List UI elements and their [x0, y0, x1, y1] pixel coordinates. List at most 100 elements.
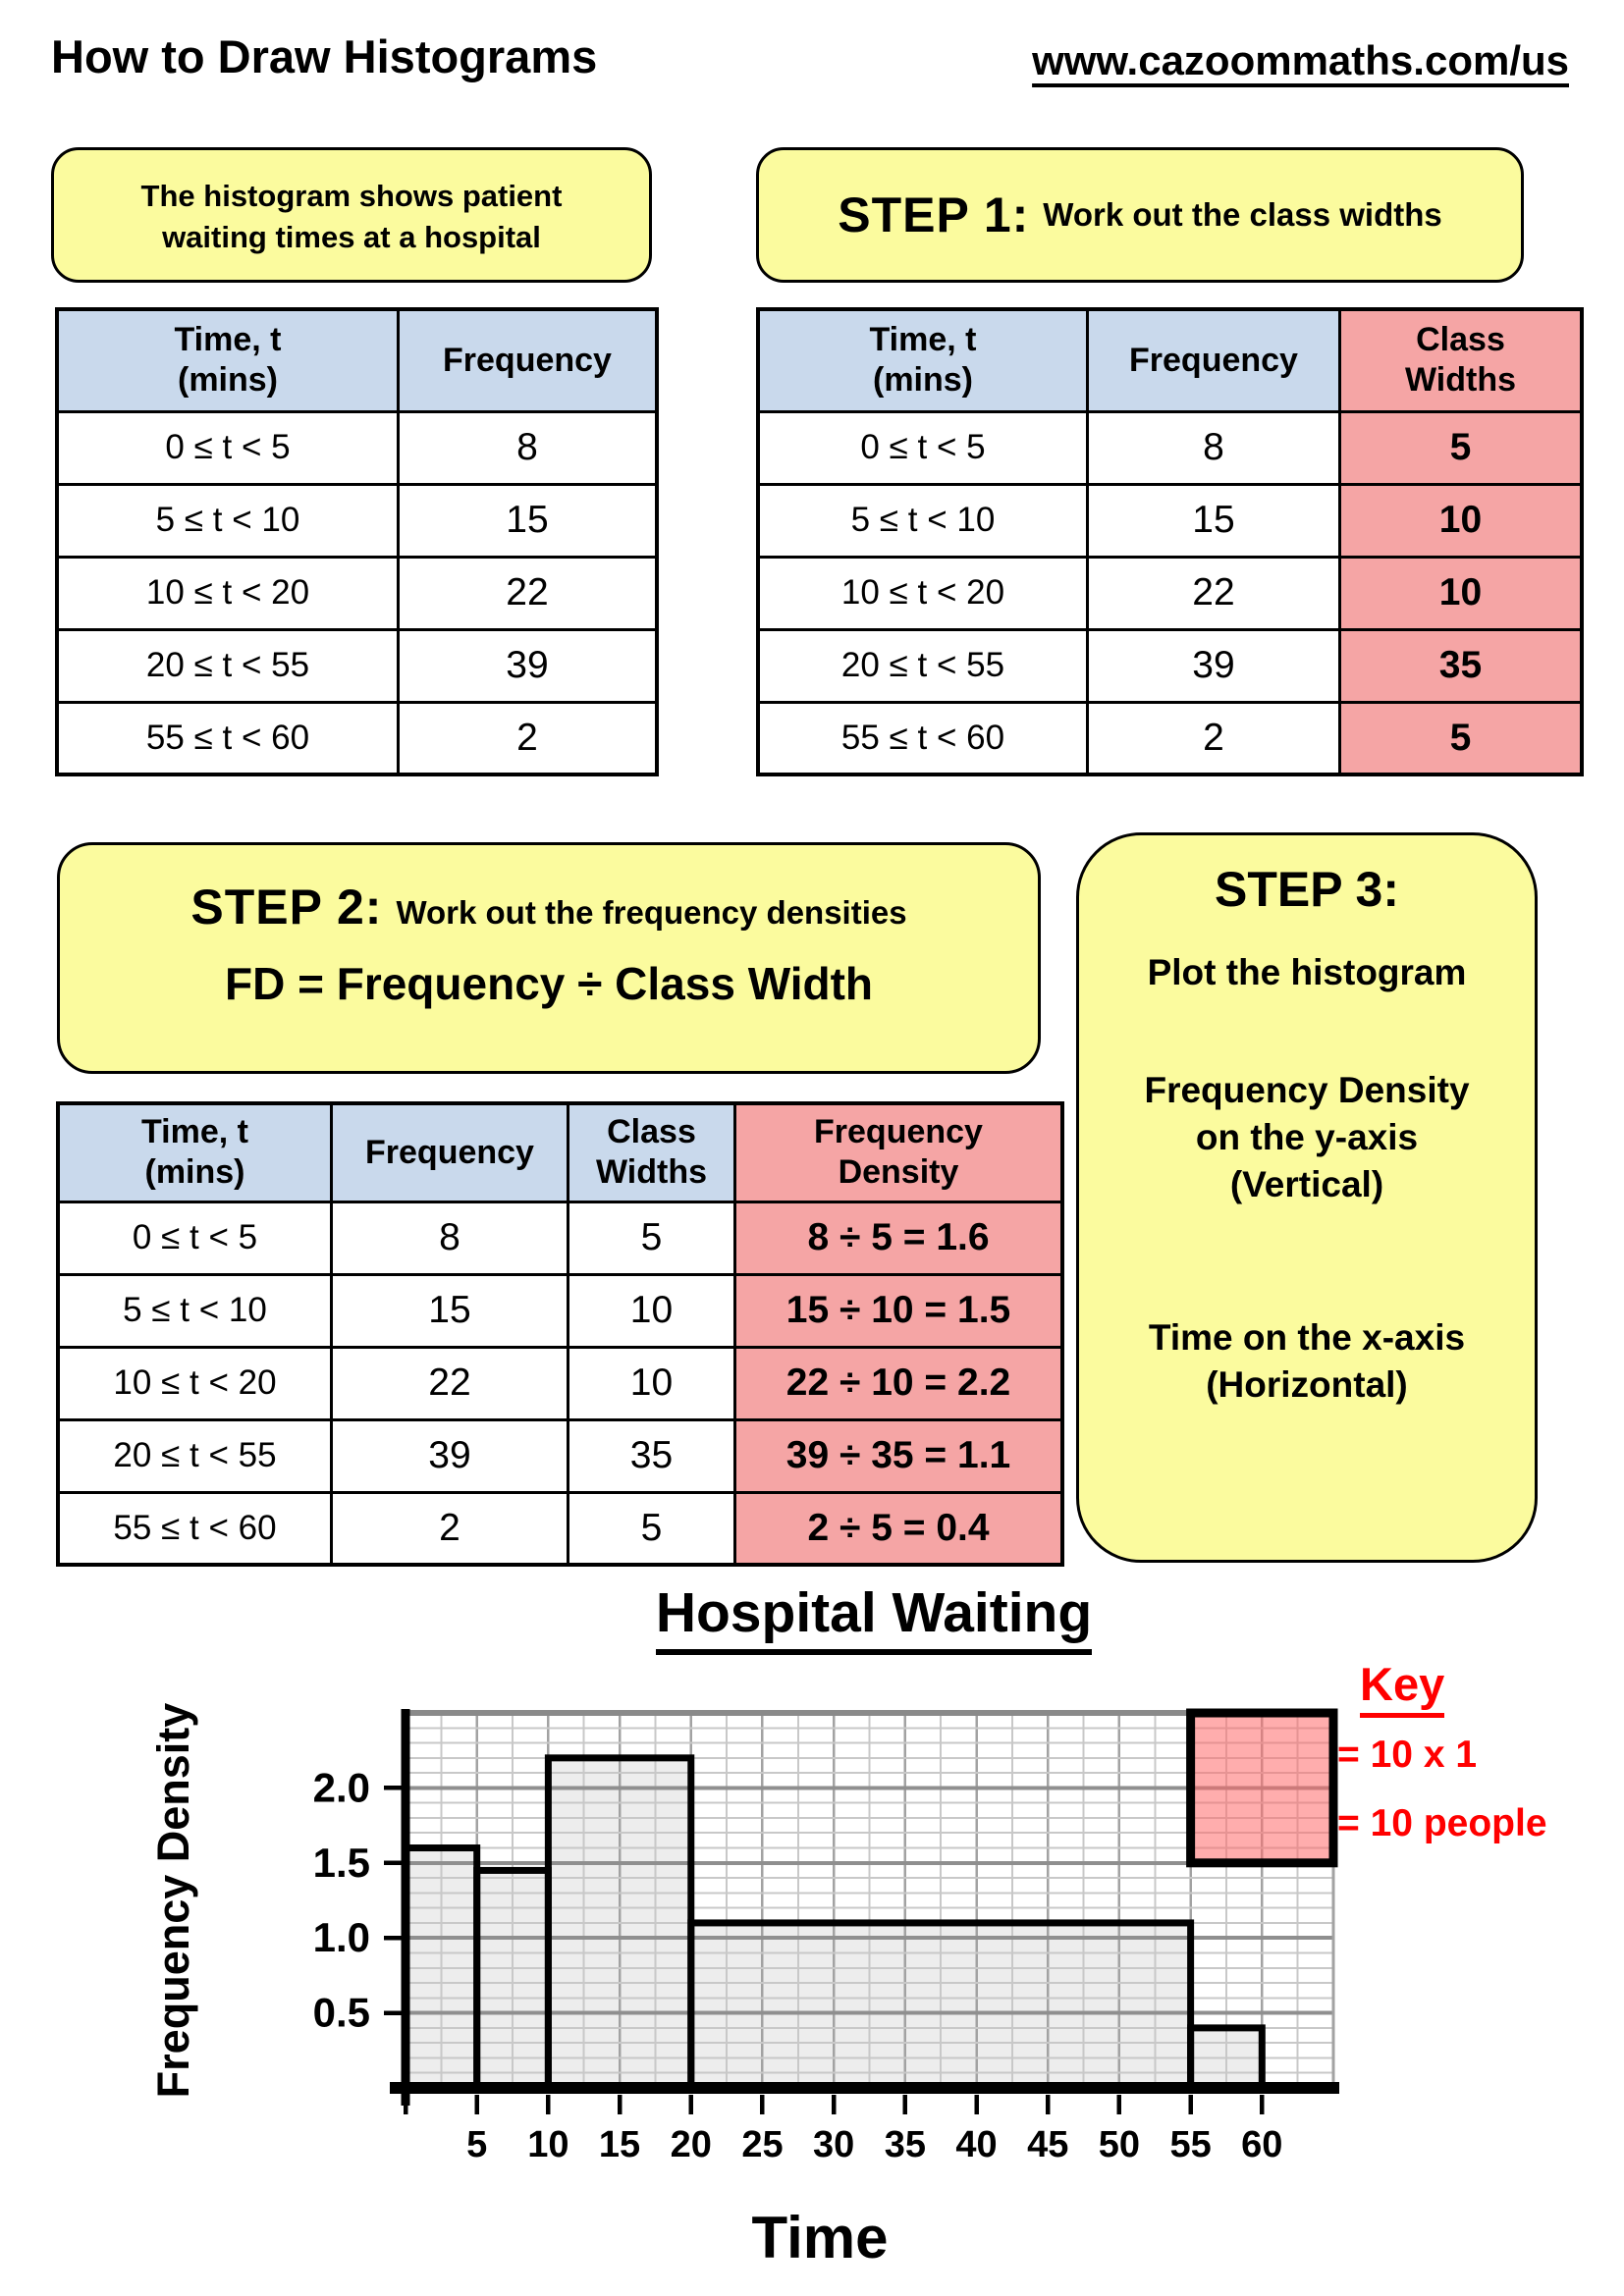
table-cell: 5 ≤ t < 10 [56, 1272, 333, 1349]
x-tick-label: 25 [741, 2124, 783, 2165]
key-block [1186, 1708, 1338, 1868]
key-line-2: = 10 people [1337, 1802, 1547, 1844]
table-cell: 0 ≤ t < 5 [56, 1200, 333, 1276]
x-axis-title: Time [752, 2205, 889, 2270]
table-cell: 22 [330, 1345, 569, 1421]
table-cell: 39 [397, 627, 659, 704]
table-cell: 35 [1338, 627, 1584, 704]
table-cell: 10 [567, 1272, 736, 1349]
table-header-cell: Frequency Density [733, 1101, 1064, 1203]
histogram-chart: 5 10 15 20 25 30 35 40 45 50 55 60 0.5 1.0 1.5 2.0 Frequ… [148, 1703, 1339, 2270]
step3-x-line-1: Time on the x-axis [1148, 1317, 1466, 1359]
table-row: 5 ≤ t < 10 15 [55, 482, 659, 559]
x-tick-label: 45 [1027, 2124, 1068, 2165]
intro-line-2: waiting times at a hospital [162, 219, 541, 254]
table-cell: 5 [1338, 700, 1584, 776]
table-cell: 35 [567, 1417, 736, 1494]
step2-box: STEP 2: Work out the frequency densities… [57, 842, 1041, 1074]
table-cell: 15 ÷ 10 = 1.5 [733, 1272, 1064, 1349]
step3-box: STEP 3: Plot the histogram Frequency Den… [1076, 832, 1538, 1563]
table-cell: 20 ≤ t < 55 [56, 1417, 333, 1494]
step3-x-line-2: (Horizontal) [1206, 1364, 1408, 1406]
table-row: 55 ≤ t < 60 2 [55, 700, 659, 776]
step1-text: Work out the class widths [1043, 196, 1442, 233]
table3: Time, t (mins) Frequency Class Widths Frequ… [56, 1101, 1064, 1567]
table-cell: 10 [1338, 555, 1584, 631]
fd-formula: FD = Frequency ÷ Class Width [224, 958, 873, 1009]
step2-text: Work out the frequency densities [396, 894, 907, 931]
x-tick-label: 20 [671, 2124, 712, 2165]
table-cell: 22 ÷ 10 = 2.2 [733, 1345, 1064, 1421]
table-row: 55 ≤ t < 60 2 5 2 ÷ 5 = 0.4 [56, 1490, 1064, 1567]
table-cell: 55 ≤ t < 60 [756, 700, 1089, 776]
intro-line-1: The histogram shows patient [140, 179, 563, 213]
y-axis-title: Frequency Density [148, 1703, 198, 2099]
table-row: 5 ≤ t < 10 15 10 [756, 482, 1584, 559]
table-cell: 10 ≤ t < 20 [756, 555, 1089, 631]
table-cell: 10 [567, 1345, 736, 1421]
table-cell: 10 [1338, 482, 1584, 559]
intro-box: The histogram shows patient waiting time… [51, 147, 652, 283]
table-cell: 2 [1086, 700, 1341, 776]
table-cell: 5 ≤ t < 10 [55, 482, 400, 559]
step3-y-line-1: Frequency Density [1144, 1070, 1470, 1111]
step3-x-axis-note: Time on the x-axis (Horizontal) [1079, 1314, 1535, 1409]
table-header-row: Time, t (mins) Frequency [55, 307, 659, 413]
table-cell: 5 [1338, 409, 1584, 486]
table-header-cell: Time, t (mins) [756, 307, 1089, 413]
table-cell: 15 [1086, 482, 1341, 559]
site-url-link[interactable]: www.cazoommaths.com/us [1032, 37, 1569, 83]
y-tick-label: 2.0 [313, 1764, 370, 1810]
x-tick-label: 50 [1099, 2124, 1140, 2165]
table-header-cell: Frequency [1086, 307, 1341, 413]
key-line-1: = 10 x 1 [1337, 1734, 1478, 1776]
table-header-cell: Class Widths [567, 1101, 736, 1203]
table-row: 10 ≤ t < 20 22 [55, 555, 659, 631]
key-title: Key [1360, 1657, 1445, 1718]
table-cell: 2 [330, 1490, 569, 1567]
step2-label: STEP 2: [190, 880, 383, 934]
x-tick-label: 35 [885, 2124, 926, 2165]
table-header-row: Time, t (mins) Frequency Class Widths Frequ… [56, 1101, 1064, 1203]
table-cell: 20 ≤ t < 55 [55, 627, 400, 704]
table-cell: 8 ÷ 5 = 1.6 [733, 1200, 1064, 1276]
table-row: 20 ≤ t < 55 39 35 [756, 627, 1584, 704]
x-tick-label: 60 [1241, 2124, 1282, 2165]
page-title: How to Draw Histograms [51, 30, 598, 82]
y-tick-label: 0.5 [313, 1990, 370, 2036]
table-row: 5 ≤ t < 10 15 10 15 ÷ 10 = 1.5 [56, 1272, 1064, 1349]
table-header-cell: Frequency [397, 307, 659, 413]
table-row: 55 ≤ t < 60 2 5 [756, 700, 1584, 776]
step3-plot-line: Plot the histogram [1147, 952, 1467, 992]
table-cell: 8 [330, 1200, 569, 1276]
table-cell: 15 [397, 482, 659, 559]
x-tick-label: 30 [813, 2124, 854, 2165]
table-header-row: Time, t (mins) Frequency Class Widths [756, 307, 1584, 413]
table2: Time, t (mins) Frequency Class Widths 0 ≤ t… [756, 307, 1584, 776]
step3-y-line-3: (Vertical) [1229, 1164, 1384, 1205]
table-cell: 39 [330, 1417, 569, 1494]
table-row: 10 ≤ t < 20 22 10 [756, 555, 1584, 631]
table-cell: 20 ≤ t < 55 [756, 627, 1089, 704]
step1-label: STEP 1: [838, 187, 1030, 242]
x-tick-label: 10 [527, 2124, 568, 2165]
table-row: 10 ≤ t < 20 22 10 22 ÷ 10 = 2.2 [56, 1345, 1064, 1421]
table-row: 20 ≤ t < 55 39 [55, 627, 659, 704]
table-cell: 0 ≤ t < 5 [756, 409, 1089, 486]
x-tick-label: 55 [1169, 2124, 1211, 2165]
table-header-cell: Time, t (mins) [56, 1101, 333, 1203]
table-cell: 5 [567, 1490, 736, 1567]
table-row: 20 ≤ t < 55 39 35 39 ÷ 35 = 1.1 [56, 1417, 1064, 1494]
table-cell: 39 ÷ 35 = 1.1 [733, 1417, 1064, 1494]
step3-label: STEP 3: [1214, 862, 1400, 917]
table-cell: 22 [397, 555, 659, 631]
x-tick-label: 15 [599, 2124, 640, 2165]
table-cell: 39 [1086, 627, 1341, 704]
x-tick-label: 40 [955, 2124, 997, 2165]
table-header-cell: Time, t (mins) [55, 307, 400, 413]
table-header-cell: Class Widths [1338, 307, 1584, 413]
